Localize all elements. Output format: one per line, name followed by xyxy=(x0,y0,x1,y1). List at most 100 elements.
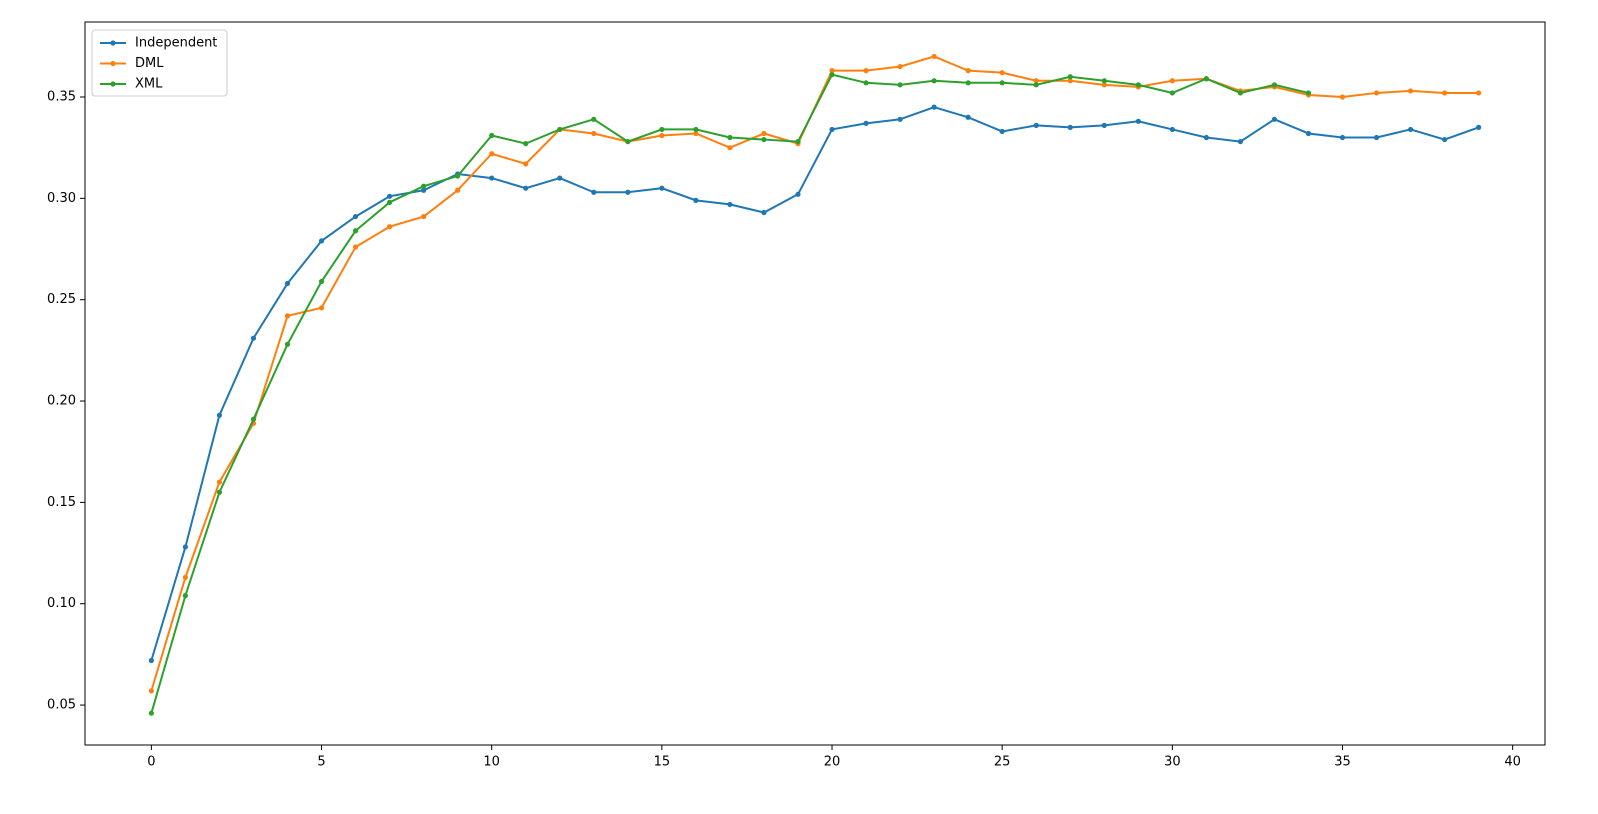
data-point xyxy=(659,132,665,139)
data-point xyxy=(591,189,597,195)
x-tick-label: 20 xyxy=(824,755,841,770)
x-tick-label: 15 xyxy=(654,755,671,770)
data-point xyxy=(931,78,937,84)
data-point xyxy=(1169,126,1175,133)
data-point xyxy=(386,193,393,199)
data-point xyxy=(659,185,665,191)
x-tick-label: 25 xyxy=(994,755,1011,770)
data-point xyxy=(455,173,461,179)
y-tick-label: 0.25 xyxy=(47,292,76,307)
data-point xyxy=(250,416,257,422)
legend-marker xyxy=(110,60,116,67)
y-tick-label: 0.30 xyxy=(47,191,76,206)
data-point xyxy=(727,134,733,141)
data-point xyxy=(421,213,427,220)
data-point xyxy=(284,280,291,287)
data-point xyxy=(148,657,154,664)
data-point xyxy=(1407,88,1414,94)
data-point xyxy=(1373,134,1380,141)
data-point xyxy=(284,313,291,319)
data-point xyxy=(897,82,903,88)
data-point xyxy=(897,63,903,70)
x-tick-label: 10 xyxy=(483,755,500,770)
data-point xyxy=(386,199,393,205)
data-point xyxy=(931,53,937,60)
data-point xyxy=(863,80,869,86)
data-point xyxy=(250,335,257,341)
data-point xyxy=(1476,124,1482,130)
data-point xyxy=(727,145,733,151)
series-line xyxy=(150,55,1479,692)
data-point xyxy=(1339,134,1346,141)
data-point xyxy=(1237,90,1244,96)
y-tick-label: 0.35 xyxy=(47,89,76,104)
data-point xyxy=(1237,138,1244,145)
data-point xyxy=(148,688,154,694)
data-point xyxy=(1203,134,1209,141)
data-point xyxy=(693,126,699,133)
data-point xyxy=(965,80,971,86)
data-point xyxy=(318,305,325,311)
data-point xyxy=(421,183,427,189)
data-point xyxy=(557,126,563,133)
data-point xyxy=(1101,122,1107,128)
data-point xyxy=(829,72,835,78)
legend: Independent DML XML xyxy=(91,29,228,97)
data-point xyxy=(591,130,597,137)
data-point xyxy=(999,70,1005,76)
legend-label: Independent xyxy=(135,36,217,51)
data-point xyxy=(386,224,393,230)
data-point xyxy=(1067,124,1073,130)
data-point xyxy=(216,412,223,418)
data-point xyxy=(216,479,223,485)
data-point xyxy=(1169,78,1175,84)
x-tick-label: 40 xyxy=(1504,755,1521,770)
data-point xyxy=(965,68,971,74)
data-point xyxy=(761,136,767,143)
data-point xyxy=(1033,82,1039,88)
data-point xyxy=(523,185,529,191)
data-point xyxy=(421,187,427,193)
data-point xyxy=(795,191,801,197)
data-point xyxy=(999,80,1005,86)
data-point xyxy=(352,228,359,234)
data-point xyxy=(625,138,631,145)
data-point xyxy=(182,544,188,550)
data-point xyxy=(523,161,529,167)
data-point xyxy=(557,175,563,181)
data-point xyxy=(863,68,869,74)
y-tick-label: 0.10 xyxy=(47,596,76,611)
data-point xyxy=(216,489,223,495)
legend-label: DML xyxy=(135,56,164,71)
y-tick-label: 0.15 xyxy=(47,495,76,510)
data-point xyxy=(693,197,699,203)
data-point xyxy=(182,574,188,580)
data-point xyxy=(284,341,291,347)
x-tick-label: 5 xyxy=(317,755,325,770)
data-point xyxy=(1135,82,1141,88)
data-point xyxy=(1135,118,1141,124)
data-point xyxy=(863,120,869,126)
data-point xyxy=(1442,90,1448,96)
data-point xyxy=(1101,82,1107,88)
data-point xyxy=(1442,136,1448,143)
legend-marker xyxy=(110,40,116,46)
series-line xyxy=(150,106,1479,661)
data-point xyxy=(318,238,325,244)
data-point xyxy=(1067,74,1073,80)
legend-marker xyxy=(110,81,116,87)
data-point xyxy=(1101,78,1107,84)
data-point xyxy=(761,130,767,137)
x-tick-label: 35 xyxy=(1334,755,1351,770)
x-tick-label: 0 xyxy=(147,755,155,770)
data-point xyxy=(1067,78,1073,84)
data-point xyxy=(897,116,903,122)
data-point xyxy=(523,141,529,147)
x-tick-label: 30 xyxy=(1164,755,1181,770)
data-point xyxy=(489,175,495,181)
data-point xyxy=(318,278,325,285)
data-point xyxy=(1373,90,1380,96)
data-point xyxy=(352,213,359,220)
data-point xyxy=(591,116,597,122)
plot-frame xyxy=(84,21,1546,746)
